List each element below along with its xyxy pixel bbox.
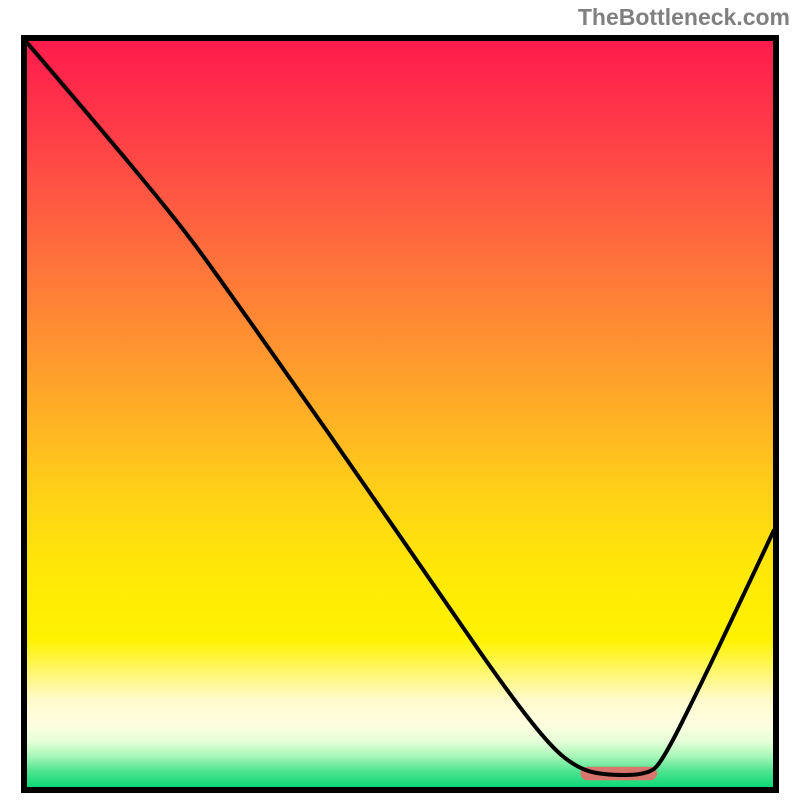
canvas: TheBottleneck.com <box>0 0 800 800</box>
gradient-fill <box>24 38 776 790</box>
chart-svg <box>21 35 779 793</box>
chart-area <box>21 35 779 793</box>
watermark-text: TheBottleneck.com <box>578 4 790 31</box>
